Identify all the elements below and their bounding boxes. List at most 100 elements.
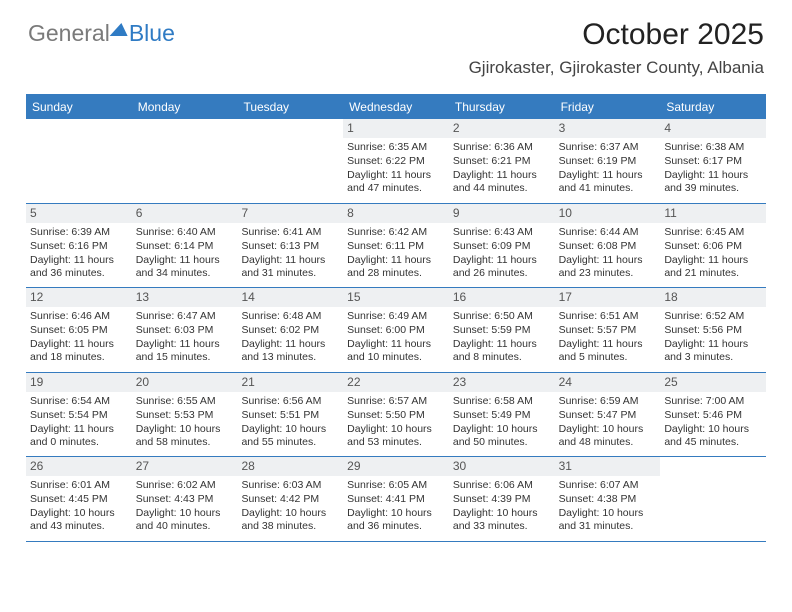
weekday-header: Tuesday bbox=[237, 96, 343, 119]
sunrise-text: Sunrise: 6:05 AM bbox=[347, 479, 445, 492]
weekday-header: Friday bbox=[555, 96, 661, 119]
sunrise-text: Sunrise: 6:46 AM bbox=[30, 310, 128, 323]
calendar-day: 26Sunrise: 6:01 AMSunset: 4:45 PMDayligh… bbox=[26, 457, 132, 541]
sunrise-text: Sunrise: 6:38 AM bbox=[664, 141, 762, 154]
calendar-day: 20Sunrise: 6:55 AMSunset: 5:53 PMDayligh… bbox=[132, 373, 238, 457]
sunset-text: Sunset: 6:09 PM bbox=[453, 240, 551, 253]
daylight-text: Daylight: 11 hours and 18 minutes. bbox=[30, 338, 128, 364]
calendar-day: 29Sunrise: 6:05 AMSunset: 4:41 PMDayligh… bbox=[343, 457, 449, 541]
daylight-text: Daylight: 10 hours and 58 minutes. bbox=[136, 423, 234, 449]
sunrise-text: Sunrise: 6:35 AM bbox=[347, 141, 445, 154]
sunset-text: Sunset: 5:47 PM bbox=[559, 409, 657, 422]
daylight-text: Daylight: 11 hours and 21 minutes. bbox=[664, 254, 762, 280]
calendar-day: 11Sunrise: 6:45 AMSunset: 6:06 PMDayligh… bbox=[660, 204, 766, 288]
sunrise-text: Sunrise: 6:36 AM bbox=[453, 141, 551, 154]
sunset-text: Sunset: 6:13 PM bbox=[241, 240, 339, 253]
day-number: 17 bbox=[555, 288, 661, 307]
calendar-day: . bbox=[132, 119, 238, 203]
day-number: 21 bbox=[237, 373, 343, 392]
calendar-day: 25Sunrise: 7:00 AMSunset: 5:46 PMDayligh… bbox=[660, 373, 766, 457]
sunrise-text: Sunrise: 6:07 AM bbox=[559, 479, 657, 492]
calendar-week: 26Sunrise: 6:01 AMSunset: 4:45 PMDayligh… bbox=[26, 457, 766, 542]
day-number: 3 bbox=[555, 119, 661, 138]
sunset-text: Sunset: 5:53 PM bbox=[136, 409, 234, 422]
sunset-text: Sunset: 5:54 PM bbox=[30, 409, 128, 422]
day-number: 19 bbox=[26, 373, 132, 392]
day-number: 8 bbox=[343, 204, 449, 223]
day-number: 31 bbox=[555, 457, 661, 476]
daylight-text: Daylight: 10 hours and 36 minutes. bbox=[347, 507, 445, 533]
day-number: 10 bbox=[555, 204, 661, 223]
day-number: 24 bbox=[555, 373, 661, 392]
day-number: 26 bbox=[26, 457, 132, 476]
daylight-text: Daylight: 11 hours and 34 minutes. bbox=[136, 254, 234, 280]
sunrise-text: Sunrise: 6:50 AM bbox=[453, 310, 551, 323]
calendar-day: 15Sunrise: 6:49 AMSunset: 6:00 PMDayligh… bbox=[343, 288, 449, 372]
day-number: 16 bbox=[449, 288, 555, 307]
day-number: 15 bbox=[343, 288, 449, 307]
calendar-day: 1Sunrise: 6:35 AMSunset: 6:22 PMDaylight… bbox=[343, 119, 449, 203]
daylight-text: Daylight: 11 hours and 31 minutes. bbox=[241, 254, 339, 280]
calendar-day: 19Sunrise: 6:54 AMSunset: 5:54 PMDayligh… bbox=[26, 373, 132, 457]
sunset-text: Sunset: 6:05 PM bbox=[30, 324, 128, 337]
sunset-text: Sunset: 5:49 PM bbox=[453, 409, 551, 422]
daylight-text: Daylight: 10 hours and 43 minutes. bbox=[30, 507, 128, 533]
calendar-day: 13Sunrise: 6:47 AMSunset: 6:03 PMDayligh… bbox=[132, 288, 238, 372]
sunrise-text: Sunrise: 6:58 AM bbox=[453, 395, 551, 408]
sunrise-text: Sunrise: 6:44 AM bbox=[559, 226, 657, 239]
sunset-text: Sunset: 4:41 PM bbox=[347, 493, 445, 506]
weekday-header: Monday bbox=[132, 96, 238, 119]
title-block: October 2025 Gjirokaster, Gjirokaster Co… bbox=[469, 18, 764, 78]
daylight-text: Daylight: 10 hours and 48 minutes. bbox=[559, 423, 657, 449]
calendar-day: 24Sunrise: 6:59 AMSunset: 5:47 PMDayligh… bbox=[555, 373, 661, 457]
daylight-text: Daylight: 10 hours and 45 minutes. bbox=[664, 423, 762, 449]
daylight-text: Daylight: 11 hours and 44 minutes. bbox=[453, 169, 551, 195]
sunrise-text: Sunrise: 6:49 AM bbox=[347, 310, 445, 323]
daylight-text: Daylight: 11 hours and 5 minutes. bbox=[559, 338, 657, 364]
sunrise-text: Sunrise: 6:01 AM bbox=[30, 479, 128, 492]
calendar-day: 22Sunrise: 6:57 AMSunset: 5:50 PMDayligh… bbox=[343, 373, 449, 457]
weekday-header: Sunday bbox=[26, 96, 132, 119]
sunset-text: Sunset: 5:59 PM bbox=[453, 324, 551, 337]
calendar-week: 19 Sunrise: 6:54 AMSunset: 5:54 PM Dayligh… bbox=[26, 373, 766, 458]
calendar-day: 2Sunrise: 6:36 AMSunset: 6:21 PMDaylight… bbox=[449, 119, 555, 203]
day-number: 9 bbox=[449, 204, 555, 223]
sunset-text: Sunset: 6:17 PM bbox=[664, 155, 762, 168]
calendar-day: 31Sunrise: 6:07 AMSunset: 4:38 PMDayligh… bbox=[555, 457, 661, 541]
calendar-day: 8Sunrise: 6:42 AMSunset: 6:11 PMDaylight… bbox=[343, 204, 449, 288]
daylight-text: Daylight: 10 hours and 38 minutes. bbox=[241, 507, 339, 533]
logo-text-blue: Blue bbox=[129, 20, 175, 47]
sunset-text: Sunset: 5:46 PM bbox=[664, 409, 762, 422]
sunrise-text: Sunrise: 6:51 AM bbox=[559, 310, 657, 323]
calendar-day: 14Sunrise: 6:48 AMSunset: 6:02 PMDayligh… bbox=[237, 288, 343, 372]
day-number: 7 bbox=[237, 204, 343, 223]
sunrise-text: Sunrise: 6:37 AM bbox=[559, 141, 657, 154]
sunrise-text: Sunrise: 6:39 AM bbox=[30, 226, 128, 239]
calendar-week: 5Sunrise: 6:39 AMSunset: 6:16 PMDaylight… bbox=[26, 204, 766, 289]
sunrise-text: Sunrise: 6:52 AM bbox=[664, 310, 762, 323]
day-number: 28 bbox=[237, 457, 343, 476]
sunset-text: Sunset: 6:19 PM bbox=[559, 155, 657, 168]
calendar-day: 10Sunrise: 6:44 AMSunset: 6:08 PMDayligh… bbox=[555, 204, 661, 288]
sunset-text: Sunset: 4:42 PM bbox=[241, 493, 339, 506]
sunrise-text: Sunrise: 6:55 AM bbox=[136, 395, 234, 408]
sunrise-text: Sunrise: 6:54 AM bbox=[30, 395, 128, 408]
sunset-text: Sunset: 5:50 PM bbox=[347, 409, 445, 422]
day-number: 1 bbox=[343, 119, 449, 138]
daylight-text: Daylight: 11 hours and 28 minutes. bbox=[347, 254, 445, 280]
calendar-day: 21Sunrise: 6:56 AMSunset: 5:51 PMDayligh… bbox=[237, 373, 343, 457]
daylight-text: Daylight: 10 hours and 40 minutes. bbox=[136, 507, 234, 533]
calendar-day: 27Sunrise: 6:02 AMSunset: 4:43 PMDayligh… bbox=[132, 457, 238, 541]
calendar-day: 16Sunrise: 6:50 AMSunset: 5:59 PMDayligh… bbox=[449, 288, 555, 372]
sunrise-text: Sunrise: 6:48 AM bbox=[241, 310, 339, 323]
sunset-text: Sunset: 4:39 PM bbox=[453, 493, 551, 506]
day-number: 11 bbox=[660, 204, 766, 223]
calendar-day: 30Sunrise: 6:06 AMSunset: 4:39 PMDayligh… bbox=[449, 457, 555, 541]
weekday-header: Saturday bbox=[660, 96, 766, 119]
day-number: 5 bbox=[26, 204, 132, 223]
daylight-text: Daylight: 11 hours and 36 minutes. bbox=[30, 254, 128, 280]
calendar-day: 3 Sunrise: 6:37 AMSunset: 6:19 PMDaylight… bbox=[555, 119, 661, 203]
daylight-text: Daylight: 11 hours and 41 minutes. bbox=[559, 169, 657, 195]
day-number: 13 bbox=[132, 288, 238, 307]
logo-text-general: General bbox=[28, 20, 110, 47]
